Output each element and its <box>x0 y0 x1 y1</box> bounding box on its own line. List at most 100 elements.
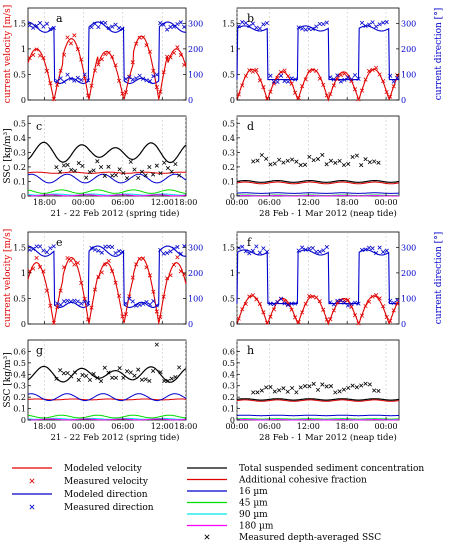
measured-direction-marker <box>356 301 361 306</box>
measured-direction-marker <box>374 250 379 256</box>
measured-ssc-marker <box>173 161 178 167</box>
series-line-additional-cohesive-fraction <box>236 399 400 402</box>
measured-ssc-marker <box>259 152 264 158</box>
measured-velocity-marker <box>359 88 365 93</box>
measured-velocity-marker <box>324 317 329 322</box>
measured-ssc-marker <box>58 169 63 174</box>
legend-label: Measured depth-averaged SSC <box>239 533 381 543</box>
measured-velocity-marker <box>338 73 343 78</box>
y-tick-label: 0.1 <box>13 177 26 186</box>
measured-direction-marker <box>171 24 177 29</box>
measured-velocity-marker <box>151 68 156 73</box>
measured-ssc-marker <box>255 390 260 395</box>
measured-direction-marker <box>261 246 266 251</box>
measured-velocity-marker <box>27 55 32 61</box>
measured-ssc-marker <box>91 371 96 377</box>
measured-direction-marker <box>68 76 74 81</box>
measured-velocity-marker <box>264 320 270 325</box>
y-tick-label: 0 <box>230 192 235 201</box>
measured-velocity-marker <box>324 93 329 98</box>
measured-direction-marker <box>307 246 312 251</box>
measured-direction-marker <box>363 23 368 28</box>
measured-ssc-marker <box>328 158 334 163</box>
measured-velocity-marker <box>103 262 108 267</box>
measured-velocity-marker <box>352 313 358 318</box>
measured-direction-marker <box>89 25 94 30</box>
measured-direction-marker <box>370 20 375 25</box>
x-tick-label: 00:00 <box>375 422 398 431</box>
measured-ssc-marker <box>117 366 122 371</box>
measured-velocity-marker <box>296 95 301 100</box>
measured-velocity-marker <box>310 67 315 73</box>
y-tick-label: 1.5 <box>222 19 235 28</box>
measured-direction-marker <box>55 78 60 83</box>
y2-tick-label: 200 <box>401 45 416 54</box>
x-tick-label: 18:00 <box>174 198 197 207</box>
measured-direction-marker <box>264 249 270 254</box>
measured-ssc-marker <box>268 162 273 167</box>
measured-direction-marker <box>151 298 156 304</box>
measured-velocity-marker <box>113 280 118 285</box>
measured-velocity-marker <box>247 68 252 73</box>
measured-direction-marker <box>140 76 146 81</box>
measured-ssc-marker <box>102 365 107 370</box>
measured-direction-marker <box>110 245 115 250</box>
y-tick-label: 0.5 <box>222 70 235 79</box>
series-line-16-m <box>27 173 187 184</box>
measured-ssc-marker <box>346 161 351 167</box>
legend-item-meas_dir: Measured direction <box>29 503 154 513</box>
legend-label: Modeled velocity <box>64 464 143 474</box>
measured-ssc-marker <box>367 160 372 165</box>
measured-ssc-marker <box>110 375 115 380</box>
measured-velocity-marker <box>178 53 183 58</box>
measured-velocity-marker <box>268 314 273 319</box>
measured-ssc-marker <box>311 158 316 163</box>
measured-ssc-marker <box>98 379 104 384</box>
measured-velocity-marker <box>381 79 386 84</box>
measured-velocity-marker <box>349 78 354 84</box>
measured-direction-marker <box>349 301 354 307</box>
measured-direction-marker <box>130 77 135 82</box>
panel-g: 00.10.20.30.40.50.618:00 00:00 06:00 12:00 1… <box>13 339 197 443</box>
measured-ssc-marker <box>80 163 85 169</box>
measured-ssc-marker <box>106 164 111 169</box>
y-tick-label: 1 <box>21 45 26 54</box>
measured-direction-marker <box>96 24 101 30</box>
modeled-direction-line <box>28 21 187 84</box>
measured-velocity-marker <box>51 97 56 102</box>
measured-velocity-marker <box>331 83 336 88</box>
measured-velocity-marker <box>374 65 379 70</box>
measured-direction-marker <box>335 73 340 78</box>
y-tick-label: 0 <box>230 416 235 425</box>
measured-velocity-marker <box>147 49 153 54</box>
panel-letter-e: e <box>56 236 63 249</box>
measured-direction-marker <box>377 22 382 27</box>
measured-direction-marker <box>37 20 43 26</box>
measured-velocity-marker <box>140 35 146 40</box>
measured-velocity-marker <box>51 320 56 325</box>
measured-ssc-marker <box>84 175 89 180</box>
measured-velocity-marker <box>366 299 372 304</box>
measured-velocity-marker <box>282 68 287 73</box>
measured-direction-marker <box>82 72 87 77</box>
measured-direction-marker <box>113 250 118 256</box>
measured-direction-marker <box>134 303 139 308</box>
measured-direction-marker <box>58 76 63 81</box>
measured-ssc-marker <box>128 370 133 375</box>
measured-direction-marker <box>37 244 43 249</box>
measured-velocity-marker <box>65 255 70 261</box>
measured-velocity-marker <box>134 41 139 46</box>
measured-direction-marker <box>338 79 343 84</box>
modeled-velocity-line <box>236 68 400 102</box>
measured-ssc-marker <box>102 173 107 178</box>
measured-ssc-marker <box>307 384 312 389</box>
series-line-additional-cohesive-fraction <box>27 171 187 174</box>
legend-swatch-cross <box>29 478 35 484</box>
measured-velocity-marker <box>116 78 122 83</box>
measured-ssc-marker <box>324 162 329 167</box>
measured-direction-marker <box>303 247 308 252</box>
measured-velocity-marker <box>243 73 248 79</box>
measured-velocity-marker <box>37 53 43 58</box>
measured-velocity-marker <box>317 76 322 81</box>
